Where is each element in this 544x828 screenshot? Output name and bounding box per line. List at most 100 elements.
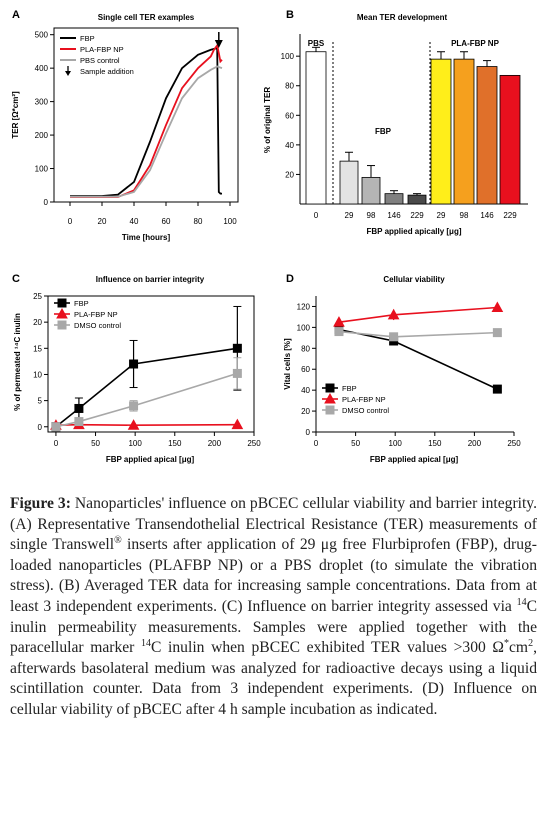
chart-a-ytick-label: 0 xyxy=(44,198,49,207)
chart-a-legend-label: PBS control xyxy=(80,56,120,65)
chart-b-xtick-label: 29 xyxy=(437,211,446,220)
caption-sup-2: 14 xyxy=(516,596,527,608)
chart-c-legend-marker xyxy=(57,320,67,330)
chart-c-ytick-label: 5 xyxy=(38,397,43,406)
chart-b-bar xyxy=(476,66,498,205)
chart-d-xlabel: FBP applied apical [μg] xyxy=(370,455,459,464)
chart-d-point xyxy=(333,316,345,327)
chart-d-ytick-label: 120 xyxy=(297,302,311,311)
caption-text-2: inserts after application of 29 μg free … xyxy=(10,536,538,615)
caption-sup-1: ® xyxy=(114,535,122,546)
caption-text-4: C inulin when pBCEC exhibited TER values… xyxy=(151,639,505,657)
chart-b-title: Mean TER development xyxy=(357,13,448,22)
chart-b-group-label: PBS xyxy=(308,39,325,48)
chart-d-legend-label: FBP xyxy=(342,384,357,393)
chart-b-xtick-label: 0 xyxy=(314,211,319,220)
chart-d-legend-label: PLA-FBP NP xyxy=(342,395,386,404)
chart-b-bar xyxy=(384,193,404,205)
chart-b-ytick-label: 100 xyxy=(281,52,295,61)
chart-a-ytick-label: 400 xyxy=(35,64,49,73)
chart-d-ytick-label: 100 xyxy=(297,323,311,332)
chart-d-point xyxy=(492,328,502,338)
chart-a-legend-annotation: Sample addition xyxy=(80,67,134,76)
chart-a-xtick-label: 0 xyxy=(68,217,73,226)
chart-b-xtick-label: 29 xyxy=(345,211,354,220)
chart-b-xtick-label: 146 xyxy=(387,211,401,220)
chart-b-xtick-label: 98 xyxy=(367,211,376,220)
chart-c-title: Influence on barrier integrity xyxy=(96,275,205,284)
chart-a-legend-arrow-icon xyxy=(65,71,71,76)
chart-d-xtick-label: 100 xyxy=(389,439,403,448)
chart-d-xtick-label: 200 xyxy=(468,439,482,448)
chart-c-point xyxy=(231,418,244,430)
chart-b-bar xyxy=(361,176,381,205)
chart-d-ytick-label: 80 xyxy=(301,344,310,353)
chart-c-ytick-label: 20 xyxy=(33,318,42,327)
chart-c-legend-label: DMSO control xyxy=(74,321,121,330)
panel-letter-b: B xyxy=(286,9,294,21)
panel-letter-a: A xyxy=(12,9,20,21)
chart-a-legend-label: PLA-FBP NP xyxy=(80,45,124,54)
chart-a-xtick-label: 40 xyxy=(130,217,139,226)
chart-d-xtick-label: 150 xyxy=(428,439,442,448)
chart-d-xtick-label: 50 xyxy=(351,439,360,448)
chart-b-xtick-label: 229 xyxy=(410,211,424,220)
figure-caption: Figure 3: Nanoparticles' influence on pB… xyxy=(10,494,537,721)
chart-a-ytick-label: 200 xyxy=(35,131,49,140)
chart-a-xtick-label: 100 xyxy=(223,217,237,226)
chart-c-point xyxy=(74,403,84,413)
caption-figure-label: Figure 3: xyxy=(10,495,71,512)
chart-c-series-line-2 xyxy=(55,372,238,428)
chart-c-legend-label: FBP xyxy=(74,299,89,308)
chart-d-legend-label: DMSO control xyxy=(342,406,389,415)
chart-c-xtick-label: 0 xyxy=(54,439,59,448)
chart-d-point xyxy=(334,327,344,337)
chart-d-point xyxy=(389,332,399,342)
chart-d-ytick-label: 60 xyxy=(301,365,310,374)
chart-a-title: Single cell TER examples xyxy=(98,13,195,22)
chart-d-series-line-0 xyxy=(338,328,498,390)
chart-b-ytick-label: 60 xyxy=(285,111,294,120)
chart-b-bar xyxy=(453,58,475,205)
chart-c-point xyxy=(74,417,84,427)
chart-c-point xyxy=(51,422,61,432)
chart-b-xlabel: FBP applied apically [μg] xyxy=(367,227,462,236)
caption-text-1: Nanoparticles' influence on pBCEC cellul… xyxy=(10,495,537,554)
chart-d-legend-marker xyxy=(324,392,336,404)
chart-c-xtick-label: 50 xyxy=(91,439,100,448)
chart-c-ytick-label: 25 xyxy=(33,292,42,301)
chart-c-point xyxy=(127,419,140,430)
chart-b-group-label: PLA-FBP NP xyxy=(451,39,500,48)
caption-text-3: C inulin permeability measurements. Samp… xyxy=(10,597,537,657)
chart-c-point xyxy=(232,343,242,353)
chart-d-point xyxy=(491,301,504,313)
chart-a-frame xyxy=(53,27,239,203)
chart-b-bar xyxy=(430,58,452,205)
chart-d-ytick-label: 20 xyxy=(301,407,310,416)
chart-d-point xyxy=(387,308,400,320)
panel-letter-c: C xyxy=(12,273,20,285)
chart-c-xtick-label: 250 xyxy=(247,439,261,448)
chart-a-ytick-label: 500 xyxy=(35,31,49,40)
chart-a-series-line-2 xyxy=(70,65,223,198)
chart-d-xtick-label: 0 xyxy=(314,439,319,448)
chart-c-point xyxy=(129,359,139,369)
caption-text-6: , afterwards basolateral medium was anal… xyxy=(10,639,537,718)
caption-sup-3: 14 xyxy=(141,637,152,649)
caption-text-5: cm xyxy=(509,639,529,657)
chart-b-xtick-label: 229 xyxy=(503,211,517,220)
figure-panels: A Single cell TER examples010020030040050… xyxy=(11,9,528,464)
chart-c-point xyxy=(232,368,242,378)
chart-b-ytick-label: 80 xyxy=(285,82,294,91)
chart-a-xtick-label: 20 xyxy=(98,217,107,226)
caption-sup-5: 2 xyxy=(528,637,534,649)
chart-c-xtick-label: 150 xyxy=(168,439,182,448)
chart-d-ylabel: Vital cells [%] xyxy=(283,338,292,390)
chart-d-series-line-1 xyxy=(338,306,498,323)
chart-a-legend-label: FBP xyxy=(80,34,95,43)
chart-a-ytick-label: 300 xyxy=(35,98,49,107)
chart-a-ytick-label: 100 xyxy=(35,165,49,174)
chart-c-xtick-label: 200 xyxy=(208,439,222,448)
chart-b-ylabel: % of original TER xyxy=(263,87,272,153)
chart-c-ytick-label: 0 xyxy=(38,423,43,432)
